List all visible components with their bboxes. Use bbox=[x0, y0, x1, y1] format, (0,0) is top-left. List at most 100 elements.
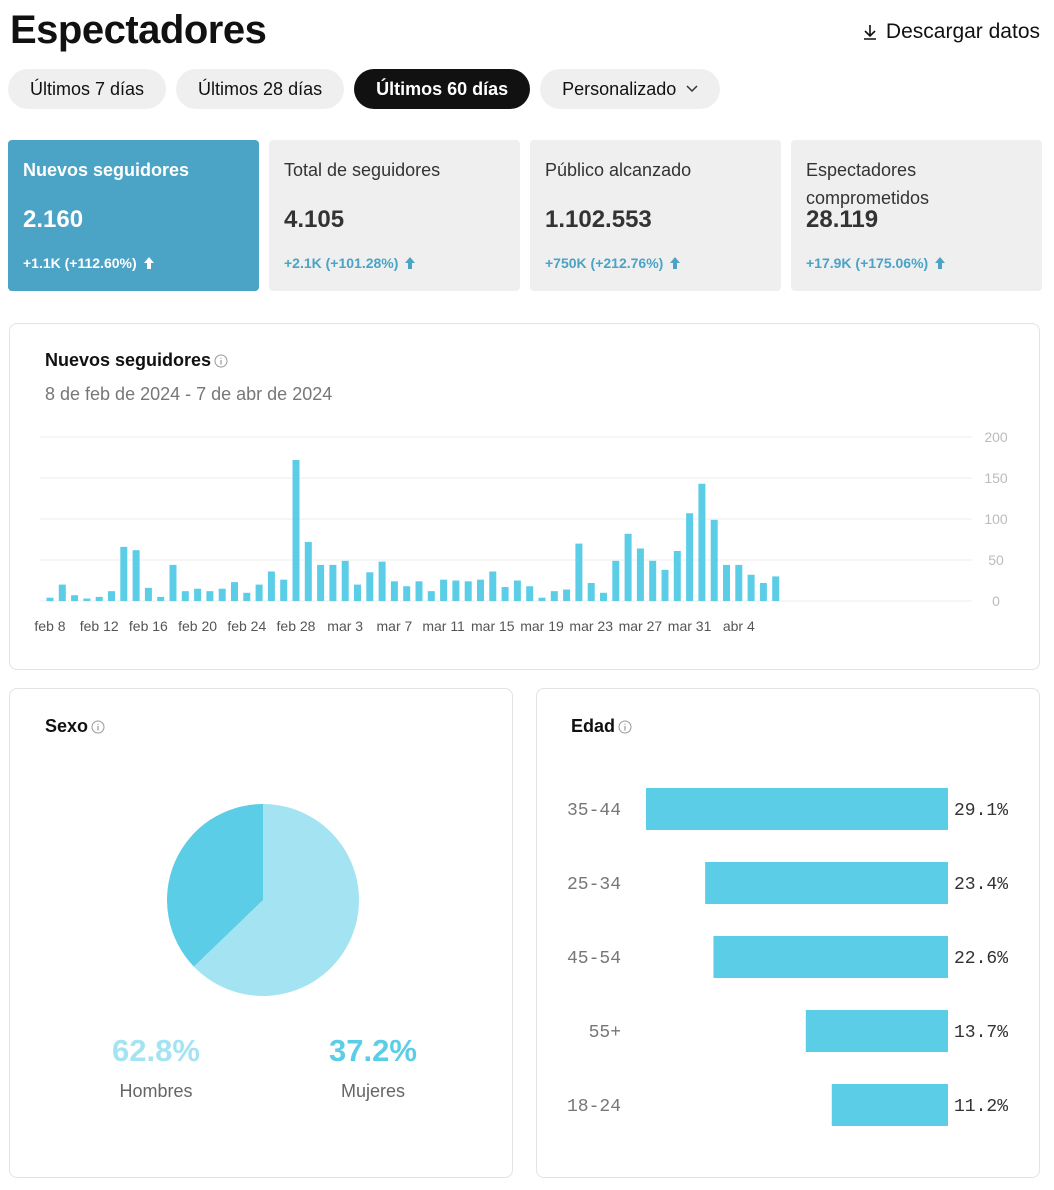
bar[interactable] bbox=[280, 579, 288, 601]
age-value-label: 11.2% bbox=[954, 1097, 1008, 1117]
sex-stat-women: 37.2% Mujeres bbox=[293, 1033, 453, 1102]
kpi-card-audience-reached[interactable]: Público alcanzado 1.102.553 +750K (+212.… bbox=[530, 140, 781, 291]
bar[interactable] bbox=[206, 591, 214, 601]
bar[interactable] bbox=[83, 598, 91, 601]
bar[interactable] bbox=[550, 591, 558, 601]
bar[interactable] bbox=[600, 592, 607, 601]
filter-last-60-days[interactable]: Últimos 60 días bbox=[354, 69, 531, 109]
age-bar[interactable] bbox=[705, 862, 948, 904]
bar[interactable] bbox=[477, 579, 484, 601]
filter-custom-dropdown[interactable]: Personalizado bbox=[540, 69, 721, 109]
bar[interactable] bbox=[723, 564, 730, 601]
arrow-up-icon bbox=[143, 257, 154, 269]
y-tick-label: 100 bbox=[984, 511, 1008, 527]
age-bar[interactable] bbox=[713, 936, 948, 978]
kpi-value: 2.160 bbox=[23, 206, 84, 233]
bar[interactable] bbox=[759, 582, 767, 601]
bar[interactable] bbox=[218, 588, 226, 601]
age-title-text: Edad bbox=[571, 716, 616, 736]
bar[interactable] bbox=[144, 587, 152, 601]
kpi-card-new-followers[interactable]: Nuevos seguidores 2.160 +1.1K (+112.60%) bbox=[8, 140, 259, 291]
info-icon[interactable] bbox=[91, 720, 105, 734]
bar[interactable] bbox=[735, 564, 743, 601]
sex-title: Sexo bbox=[45, 716, 105, 737]
bar[interactable] bbox=[612, 560, 620, 601]
kpi-change-text: +1.1K (+112.60%) bbox=[23, 255, 137, 271]
x-tick-label: feb 12 bbox=[80, 618, 119, 634]
bar[interactable] bbox=[181, 591, 189, 601]
bar[interactable] bbox=[108, 591, 115, 601]
bar[interactable] bbox=[710, 519, 718, 601]
age-title: Edad bbox=[571, 716, 632, 737]
bar[interactable] bbox=[452, 580, 460, 602]
bar[interactable] bbox=[636, 548, 644, 601]
bar[interactable] bbox=[95, 596, 103, 601]
bar[interactable] bbox=[243, 592, 251, 601]
bar[interactable] bbox=[575, 543, 583, 601]
pie-slice-mujeres[interactable] bbox=[167, 804, 263, 967]
bar[interactable] bbox=[378, 561, 386, 601]
x-tick-label: mar 3 bbox=[327, 618, 363, 634]
y-tick-label: 50 bbox=[988, 552, 1004, 568]
download-data-button[interactable]: Descargar datos bbox=[862, 20, 1040, 44]
filter-last-7-days[interactable]: Últimos 7 días bbox=[8, 69, 167, 109]
bar[interactable] bbox=[661, 569, 669, 601]
bar[interactable] bbox=[329, 564, 337, 601]
sex-card: Sexo 62.8% Hombres 37.2% Mujeres bbox=[9, 688, 513, 1178]
arrow-up-icon bbox=[405, 257, 416, 269]
bar[interactable] bbox=[747, 574, 755, 601]
kpi-card-total-followers[interactable]: Total de seguidores 4.105 +2.1K (+101.28… bbox=[269, 140, 520, 291]
age-category-label: 18-24 bbox=[567, 1097, 621, 1117]
bar[interactable] bbox=[120, 546, 128, 601]
bar[interactable] bbox=[390, 581, 398, 601]
age-bar[interactable] bbox=[831, 1084, 948, 1126]
bar[interactable] bbox=[194, 588, 202, 601]
pie-slice-hombres[interactable] bbox=[193, 804, 360, 996]
kpi-label: Espectadores comprometidos bbox=[806, 160, 930, 208]
bar[interactable] bbox=[464, 581, 472, 601]
bar[interactable] bbox=[46, 597, 54, 601]
bar[interactable] bbox=[341, 560, 349, 601]
bar[interactable] bbox=[267, 571, 275, 601]
bar[interactable] bbox=[366, 572, 374, 601]
bar[interactable] bbox=[772, 576, 780, 601]
bar[interactable] bbox=[698, 483, 706, 601]
bar[interactable] bbox=[649, 560, 657, 601]
bar[interactable] bbox=[686, 513, 694, 601]
bar[interactable] bbox=[501, 587, 509, 601]
bar[interactable] bbox=[132, 550, 140, 601]
bar[interactable] bbox=[354, 584, 361, 601]
bar[interactable] bbox=[587, 582, 595, 601]
bar[interactable] bbox=[489, 571, 497, 601]
bar[interactable] bbox=[169, 564, 177, 601]
age-bar[interactable] bbox=[646, 788, 948, 830]
info-icon[interactable] bbox=[214, 354, 228, 368]
kpi-label: Público alcanzado bbox=[545, 160, 692, 180]
bar[interactable] bbox=[71, 595, 79, 601]
bar[interactable] bbox=[513, 580, 521, 602]
bar[interactable] bbox=[538, 597, 546, 601]
bar[interactable] bbox=[403, 586, 411, 601]
bar[interactable] bbox=[157, 596, 165, 601]
bar[interactable] bbox=[673, 550, 681, 601]
filter-last-28-days[interactable]: Últimos 28 días bbox=[176, 69, 345, 109]
bar[interactable] bbox=[563, 589, 571, 601]
bar[interactable] bbox=[304, 541, 312, 601]
bar[interactable] bbox=[624, 533, 632, 601]
bar[interactable] bbox=[317, 564, 325, 601]
kpi-card-engaged-viewers[interactable]: Espectadores comprometidos 28.119 +17.9K… bbox=[791, 140, 1042, 291]
kpi-label: Nuevos seguidores bbox=[23, 160, 190, 180]
kpi-change-text: +2.1K (+101.28%) bbox=[284, 255, 399, 271]
bar[interactable] bbox=[255, 584, 263, 601]
bar[interactable] bbox=[526, 586, 534, 601]
bar[interactable] bbox=[427, 591, 435, 601]
bar[interactable] bbox=[415, 581, 423, 601]
bar[interactable] bbox=[440, 579, 448, 601]
kpi-change-text: +17.9K (+175.06%) bbox=[806, 255, 929, 271]
info-icon[interactable] bbox=[618, 720, 632, 734]
kpi-value: 1.102.553 bbox=[545, 206, 652, 233]
bar[interactable] bbox=[231, 582, 238, 601]
bar[interactable] bbox=[58, 584, 66, 601]
age-bar[interactable] bbox=[805, 1010, 948, 1052]
bar[interactable] bbox=[292, 459, 300, 601]
